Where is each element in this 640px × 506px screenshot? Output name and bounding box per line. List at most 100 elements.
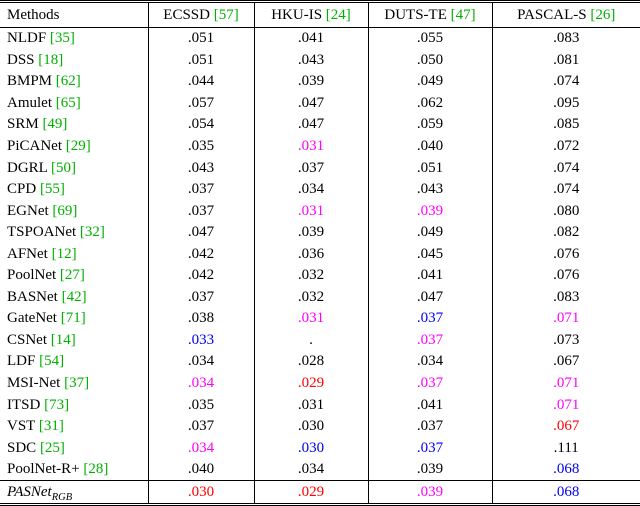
metric-value: .032 <box>253 286 368 309</box>
metric-value: .049 <box>367 221 492 244</box>
metric-value: .035 <box>147 135 254 158</box>
citation-link[interactable]: [35] <box>46 30 75 47</box>
metric-value: .037 <box>147 415 254 438</box>
metric-value: .071 <box>491 308 640 330</box>
table-row: PiCANet [29] .035.031.040.072 <box>0 135 640 158</box>
metric-value: .076 <box>491 243 640 266</box>
metric-value: .050 <box>367 49 492 72</box>
metric-value: .033 <box>147 329 254 352</box>
metric-value: .037 <box>367 372 492 395</box>
column-header-pascal-s: PASCAL-S [26] <box>491 3 640 28</box>
citation-link[interactable]: [69] <box>48 202 78 219</box>
metric-value: .057 <box>147 92 254 115</box>
citation-link[interactable]: [42] <box>57 288 87 305</box>
metric-value: .041 <box>367 265 492 287</box>
table-row: NLDF [35] .051.041.055.083 <box>0 27 640 50</box>
metric-value: .030 <box>253 415 368 438</box>
method-name: SRM <box>7 116 39 133</box>
citation-link[interactable]: [29] <box>62 138 91 154</box>
method-name: CPD <box>7 181 37 198</box>
column-header-hku-is: HKU-IS [24] <box>253 3 368 28</box>
metric-value: .059 <box>367 114 492 136</box>
metric-value: .035 <box>147 394 254 416</box>
metric-value: .062 <box>367 92 492 115</box>
table-row: PoolNet [27] .042.032.041.076 <box>0 265 640 287</box>
citation-link[interactable]: [32] <box>76 224 105 241</box>
dataset-name: HKU-IS <box>271 6 323 23</box>
citation-link[interactable]: [27] <box>56 267 85 284</box>
table-row: DGRL [50] .043.037.051.074 <box>0 157 640 179</box>
table-row: TSPOANet [32] .047.039.049.082 <box>0 221 640 244</box>
metric-value: .031 <box>253 394 368 416</box>
table-row: MSI-Net [37] .034.029.037.071 <box>0 372 640 395</box>
citation-link[interactable]: [73] <box>40 396 70 413</box>
metric-value: .034 <box>147 351 254 373</box>
table-row: ITSD [73] .035.031.041.071 <box>0 394 640 416</box>
metric-value: .037 <box>147 200 254 222</box>
citation-link[interactable]: [57] <box>213 6 239 23</box>
citation-link[interactable]: [55] <box>36 181 65 198</box>
metric-value: .051 <box>147 49 254 72</box>
metric-value: .071 <box>491 394 640 416</box>
metric-value: .037 <box>147 178 254 201</box>
citation-link[interactable]: [71] <box>56 310 86 327</box>
metric-value: .043 <box>367 178 492 201</box>
method-cell: AFNet [12] <box>0 243 148 265</box>
citation-link[interactable]: [54] <box>35 353 65 370</box>
citation-link[interactable]: [18] <box>34 51 64 68</box>
metric-value: .030 <box>253 437 368 459</box>
metric-value: .037 <box>367 329 492 352</box>
metric-value: .047 <box>253 114 368 136</box>
table-row: Amulet [65] .057.047.062.095 <box>0 92 640 115</box>
metric-value: .067 <box>491 351 640 373</box>
method-cell: NLDF [35] <box>0 28 148 50</box>
metric-value: .074 <box>491 178 640 201</box>
citation-link[interactable]: [12] <box>47 245 77 262</box>
metric-value: .036 <box>253 243 368 266</box>
column-header-ecssd: ECSSD [57] <box>147 3 254 28</box>
method-cell: MSI-Net [37] <box>0 373 148 395</box>
table-row: EGNet [69] .037.031.039.080 <box>0 200 640 222</box>
metric-value: .047 <box>253 92 368 115</box>
citation-link[interactable]: [37] <box>60 375 90 392</box>
metric-value: .074 <box>491 157 640 179</box>
table-row: SRM [49] .054.047.059.085 <box>0 114 640 136</box>
method-name: PoolNet <box>7 267 57 284</box>
method-name: VST <box>7 418 36 435</box>
column-header-duts-te: DUTS-TE [47] <box>367 3 492 28</box>
method-name: TSPOANet <box>7 224 77 241</box>
table-row: DSS [18] .051.043.050.081 <box>0 49 640 72</box>
method-name: LDF <box>7 353 36 370</box>
citation-link[interactable]: [62] <box>52 73 81 90</box>
metric-value: .076 <box>491 265 640 287</box>
metric-value: .074 <box>491 71 640 93</box>
citation-link[interactable]: [26] <box>590 6 616 23</box>
citation-link[interactable]: [28] <box>79 461 109 478</box>
method-name: GateNet <box>7 310 57 327</box>
metric-value: .037 <box>253 157 368 179</box>
metric-value: .081 <box>491 49 640 72</box>
metric-value: .043 <box>147 157 254 179</box>
method-cell: SDC [25] <box>0 437 148 459</box>
citation-link[interactable]: [49] <box>38 116 68 133</box>
table-row: LDF [54] .034.028.034.067 <box>0 351 640 373</box>
method-name: BASNet <box>7 288 58 305</box>
citation-link[interactable]: [31] <box>35 418 64 435</box>
metric-value: .047 <box>367 286 492 309</box>
metric-value: .028 <box>253 351 368 373</box>
citation-link[interactable]: [47] <box>450 6 476 23</box>
metric-value: .071 <box>491 372 640 395</box>
citation-link[interactable]: [25] <box>36 439 65 456</box>
metric-value: .095 <box>491 92 640 115</box>
citation-link[interactable]: [65] <box>52 94 81 111</box>
method-name: SDC <box>7 439 37 456</box>
citation-link[interactable]: [50] <box>47 159 77 176</box>
method-cell: PiCANet [29] <box>0 136 148 158</box>
citation-link[interactable]: [14] <box>47 331 76 348</box>
table-row: AFNet [12] .042.036.045.076 <box>0 243 640 266</box>
metric-value: .039 <box>367 480 492 504</box>
table-row: CPD [55] .037.034.043.074 <box>0 178 640 201</box>
citation-link[interactable]: [24] <box>325 6 351 23</box>
methods-header-label: Methods <box>7 6 60 23</box>
